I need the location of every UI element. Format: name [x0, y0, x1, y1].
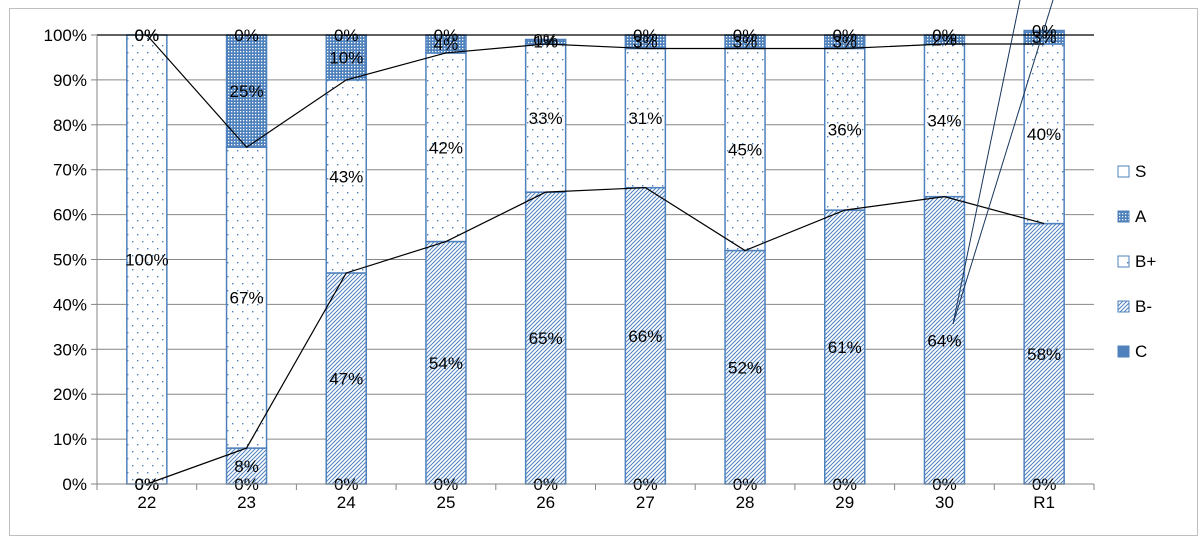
- bar-segment-bminus: [325, 272, 367, 485]
- legend-swatch: [1117, 300, 1130, 313]
- x-tick-label: 28: [736, 493, 755, 512]
- data-label: 0%: [733, 26, 758, 45]
- data-label: 100%: [125, 251, 168, 270]
- bar-segment-bminus: [824, 209, 866, 485]
- legend-label: B-: [1135, 297, 1152, 316]
- x-tick-label: 22: [137, 493, 156, 512]
- legend-label: A: [1135, 207, 1147, 226]
- data-label: 43%: [329, 167, 363, 186]
- y-tick-label: 80%: [53, 116, 87, 135]
- chart-frame: [9, 8, 1198, 536]
- data-label: 0%: [434, 26, 459, 45]
- data-label: 4%: [434, 35, 459, 54]
- data-label: 67%: [230, 289, 264, 308]
- data-label: 58%: [1027, 345, 1061, 364]
- data-label: 54%: [429, 354, 463, 373]
- data-label: 36%: [828, 120, 862, 139]
- bar-segment-bminus: [624, 186, 667, 485]
- series-line-b-minus: [146, 187, 1045, 485]
- y-tick-label: 90%: [53, 71, 87, 90]
- data-label: 0%: [832, 26, 857, 45]
- legend-swatch: [1117, 255, 1130, 268]
- data-label: 0%: [334, 26, 359, 45]
- axes: 0% 10% 20% 30% 40% 50% 60% 70% 80% 90% 100% 22 23 24 2…: [44, 26, 1095, 512]
- y-tick-label: 10%: [53, 430, 87, 449]
- x-tick-label: 27: [636, 493, 655, 512]
- legend-swatch: [1117, 165, 1130, 178]
- data-label: 66%: [628, 327, 662, 346]
- data-label: 3%: [832, 33, 857, 52]
- data-label: 31%: [628, 109, 662, 128]
- bar-segment-bminus: [1023, 222, 1065, 485]
- data-label: 3%: [633, 33, 658, 52]
- x-tick-label: 30: [935, 493, 954, 512]
- data-label: 3%: [733, 33, 758, 52]
- bar-segment-bplus: [824, 47, 866, 211]
- annotation-lines: [952, 0, 1054, 325]
- y-tick-label: 60%: [53, 206, 87, 225]
- data-label: 0%: [135, 26, 160, 45]
- x-tick-label: 23: [237, 493, 256, 512]
- series-line-b-plus: [146, 34, 1045, 149]
- legend: S A B+ B- C: [1117, 162, 1156, 361]
- data-label: 61%: [828, 338, 862, 357]
- legend-swatch: [1117, 210, 1130, 223]
- data-label: 0%: [234, 26, 259, 45]
- data-label: 33%: [529, 109, 563, 128]
- y-tick-label: 20%: [53, 385, 87, 404]
- data-label: 0%: [135, 26, 160, 45]
- legend-label: C: [1135, 342, 1147, 361]
- bar-segment-bplus: [225, 146, 268, 449]
- x-tick-label: 24: [337, 493, 356, 512]
- legend-swatch: [1117, 345, 1130, 358]
- data-label: 1%: [533, 33, 558, 52]
- bar-segment-a: [225, 34, 268, 148]
- x-tick-label: 25: [436, 493, 455, 512]
- legend-label: S: [1135, 162, 1146, 181]
- y-tick-label: 50%: [53, 251, 87, 270]
- bar-segment-bminus: [225, 447, 268, 485]
- series-lines: [97, 34, 1094, 485]
- data-label: 8%: [234, 457, 259, 476]
- bar-segment-bplus: [325, 79, 367, 274]
- data-label: 65%: [529, 329, 563, 348]
- data-label: 0%: [533, 30, 558, 49]
- data-label: 2%: [932, 30, 957, 49]
- data-label: 45%: [728, 140, 762, 159]
- data-label: 42%: [429, 138, 463, 157]
- bar-segment-bplus: [624, 47, 667, 189]
- y-tick-label: 0%: [62, 475, 87, 494]
- bars: [126, 29, 1065, 485]
- data-label: 52%: [728, 358, 762, 377]
- data-label: 0%: [932, 26, 957, 45]
- bar-segment-bplus: [524, 43, 567, 193]
- annotation-line: [952, 0, 1054, 325]
- data-label: 40%: [1027, 125, 1061, 144]
- data-label: 34%: [927, 111, 961, 130]
- bar-segment-bminus: [425, 240, 467, 485]
- y-tick-label: 30%: [53, 340, 87, 359]
- x-tick-label: R1: [1033, 493, 1055, 512]
- bar-segment-bminus: [524, 191, 567, 485]
- data-label: 25%: [230, 82, 264, 101]
- data-label: 0%: [1032, 22, 1057, 41]
- x-tick-label: 26: [536, 493, 555, 512]
- bar-segment-bplus: [425, 52, 467, 243]
- data-label: 10%: [329, 48, 363, 67]
- legend-label: B+: [1135, 252, 1156, 271]
- x-tick-label: 29: [835, 493, 854, 512]
- data-labels: 0% 0% 0% 0% 0% 0% 0% 0% 0% 0%0%8%47%54%65% 66%52%6…: [125, 22, 1061, 494]
- y-tick-label: 70%: [53, 161, 87, 180]
- data-label: 0%: [633, 26, 658, 45]
- bar-segment-bplus: [724, 47, 766, 252]
- data-label: 64%: [927, 331, 961, 350]
- annotation-line: [952, 0, 1021, 325]
- data-label: 47%: [329, 369, 363, 388]
- data-label: 3%: [1032, 28, 1057, 47]
- bar-segment-bplus: [126, 34, 168, 485]
- y-tick-label: 40%: [53, 295, 87, 314]
- bar-segment-bminus: [724, 249, 766, 485]
- y-tick-label: 100%: [44, 26, 87, 45]
